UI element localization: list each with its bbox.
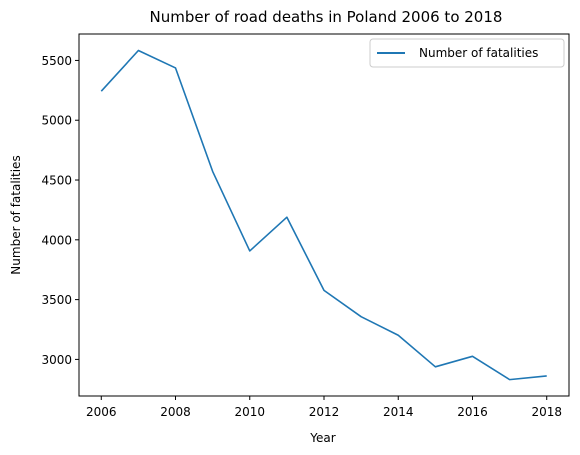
x-axis: 2006 2008 2010 2012 2014 2016 2018 (86, 396, 562, 419)
plot-frame (78, 33, 570, 397)
y-tick-label: 3500 (41, 293, 72, 307)
y-tick-label: 5500 (41, 54, 72, 68)
x-tick-label: 2016 (457, 405, 488, 419)
y-tick-label: 3000 (41, 353, 72, 367)
legend-box (369, 38, 565, 68)
series-group (100, 49, 547, 381)
x-axis-label: Year (309, 431, 335, 445)
legend: Number of fatalities (369, 38, 565, 68)
y-axis: 3000 3500 4000 4500 5000 5500 (41, 54, 79, 367)
x-tick-label: 2018 (531, 405, 562, 419)
x-tick-label: 2008 (160, 405, 191, 419)
x-tick-label: 2014 (383, 405, 414, 419)
x-tick-label: 2010 (234, 405, 265, 419)
y-tick-label: 5000 (41, 114, 72, 128)
x-tick-label: 2006 (86, 405, 117, 419)
y-tick-label: 4000 (41, 233, 72, 247)
chart-title: Number of road deaths in Poland 2006 to … (150, 8, 503, 26)
y-axis-label: Number of fatalities (9, 155, 23, 274)
legend-label: Number of fatalities (419, 46, 538, 60)
y-tick-label: 4500 (41, 174, 72, 188)
series-line (100, 49, 547, 381)
x-tick-label: 2012 (309, 405, 340, 419)
